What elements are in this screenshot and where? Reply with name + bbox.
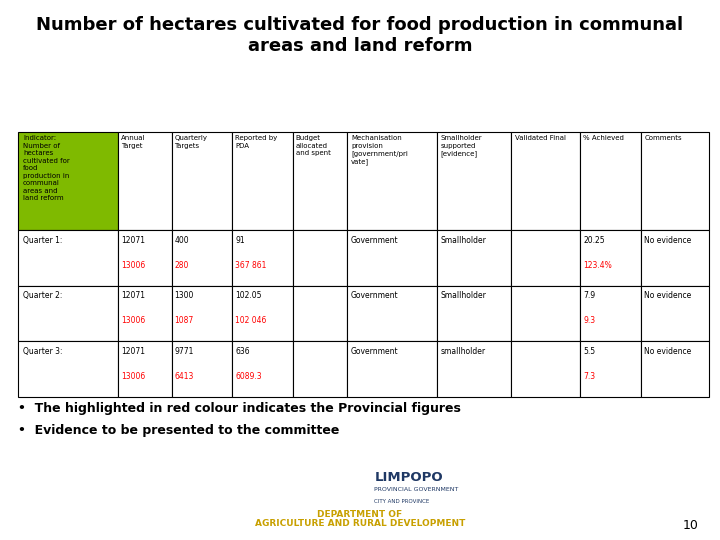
Text: 13006: 13006 (121, 261, 145, 270)
Text: LIMPOPO: LIMPOPO (374, 471, 443, 484)
Text: 13006: 13006 (121, 372, 145, 381)
Text: •  Evidence to be presented to the committee: • Evidence to be presented to the commit… (18, 424, 339, 437)
Text: Reported by
PDA: Reported by PDA (235, 135, 278, 148)
Text: % Achieved: % Achieved (583, 135, 624, 141)
Text: Quarter 3:: Quarter 3: (23, 347, 63, 356)
Text: 102 046: 102 046 (235, 316, 266, 325)
Text: 1087: 1087 (174, 316, 194, 325)
Text: 10: 10 (683, 519, 698, 532)
Text: AGRICULTURE AND RURAL DEVELOPMENT: AGRICULTURE AND RURAL DEVELOPMENT (255, 519, 465, 528)
Text: 7.9: 7.9 (583, 291, 595, 300)
Text: 13006: 13006 (121, 316, 145, 325)
Text: 6089.3: 6089.3 (235, 372, 262, 381)
Text: 20.25: 20.25 (583, 236, 605, 245)
Text: 12071: 12071 (121, 291, 145, 300)
Text: DEPARTMENT OF: DEPARTMENT OF (318, 510, 402, 518)
Text: Validated Final: Validated Final (515, 135, 566, 141)
Text: 123.4%: 123.4% (583, 261, 612, 270)
Text: 636: 636 (235, 347, 250, 356)
Text: Smallholder: Smallholder (441, 291, 487, 300)
Text: Quarter 1:: Quarter 1: (23, 236, 63, 245)
Text: PROVINCIAL GOVERNMENT: PROVINCIAL GOVERNMENT (374, 487, 459, 492)
Text: 12071: 12071 (121, 236, 145, 245)
Text: 9.3: 9.3 (583, 316, 595, 325)
Text: Indicator:
Number of
hectares
cultivated for
food
production in
communal
areas a: Indicator: Number of hectares cultivated… (23, 135, 70, 201)
Text: 6413: 6413 (174, 372, 194, 381)
Text: 7.3: 7.3 (583, 372, 595, 381)
Text: 9771: 9771 (174, 347, 194, 356)
Text: No evidence: No evidence (644, 347, 692, 356)
Text: No evidence: No evidence (644, 236, 692, 245)
Text: Comments: Comments (644, 135, 682, 141)
Text: Government: Government (351, 291, 399, 300)
Text: Government: Government (351, 347, 399, 356)
Text: Mechanisation
provision
[government/pri
vate]: Mechanisation provision [government/pri … (351, 135, 408, 165)
Text: 12071: 12071 (121, 347, 145, 356)
Text: 280: 280 (174, 261, 189, 270)
Text: Annual
Target: Annual Target (121, 135, 145, 148)
Text: 1300: 1300 (174, 291, 194, 300)
Text: Number of hectares cultivated for food production in communal
areas and land ref: Number of hectares cultivated for food p… (37, 16, 683, 55)
Text: 367 861: 367 861 (235, 261, 266, 270)
Text: 5.5: 5.5 (583, 347, 595, 356)
Text: Smallholder: Smallholder (441, 236, 487, 245)
Text: Government: Government (351, 236, 399, 245)
Text: smallholder: smallholder (441, 347, 486, 356)
Text: No evidence: No evidence (644, 291, 692, 300)
Text: •  The highlighted in red colour indicates the Provincial figures: • The highlighted in red colour indicate… (18, 402, 461, 415)
Text: Smallholder
supported
[evidence]: Smallholder supported [evidence] (441, 135, 482, 157)
Text: 91: 91 (235, 236, 245, 245)
Text: CITY AND PROVINCE: CITY AND PROVINCE (374, 498, 430, 504)
Text: 400: 400 (174, 236, 189, 245)
Text: Budget
allocated
and spent: Budget allocated and spent (296, 135, 330, 156)
Text: Quarter 2:: Quarter 2: (23, 291, 63, 300)
Text: Quarterly
Targets: Quarterly Targets (174, 135, 207, 148)
Text: 102.05: 102.05 (235, 291, 262, 300)
